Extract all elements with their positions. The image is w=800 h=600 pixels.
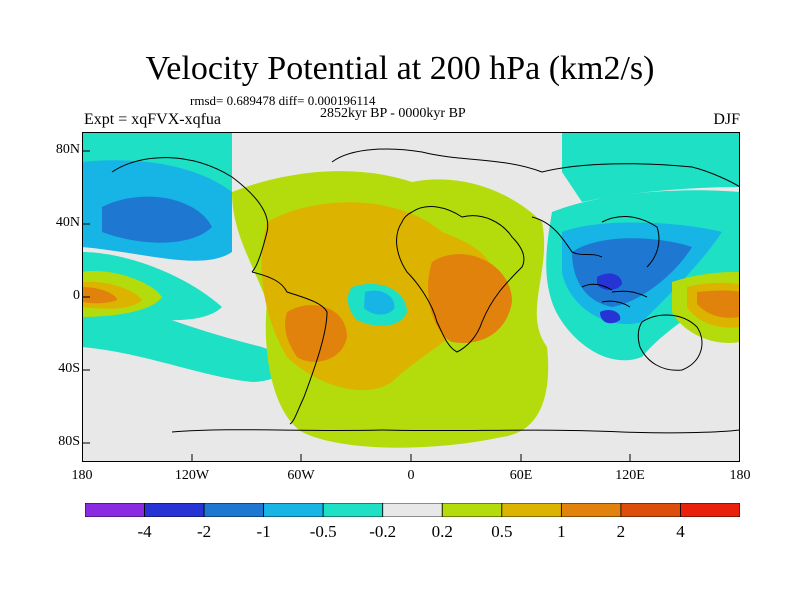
- experiment-label: Expt = xqFVX-xqfua: [84, 111, 222, 128]
- colorbar-swatch: [620, 503, 681, 517]
- contour-blue-wpac: [572, 238, 692, 307]
- colorbar-swatch: [85, 503, 145, 517]
- coastline-australia: [637, 314, 703, 371]
- xtick-label: 180: [729, 468, 751, 483]
- colorbar-label: -0.5: [309, 522, 337, 541]
- coastline-eurasia-north: [331, 148, 740, 188]
- contour-darkorange-epac: [82, 287, 117, 304]
- colorbar-swatch: [501, 503, 562, 517]
- xtick-label: 60W: [287, 468, 315, 483]
- colorbar-label: 2: [616, 522, 626, 541]
- ytick-label: 40S: [58, 361, 80, 376]
- colorbar-swatch: [203, 503, 265, 517]
- ytick-label: 80S: [58, 434, 80, 449]
- contour-darkorange-cpac: [697, 290, 740, 318]
- coastlines: [111, 148, 740, 434]
- xtick-label: 60E: [509, 468, 533, 483]
- xtick-label: 0: [407, 468, 415, 483]
- colorbar-label: 0.5: [491, 522, 513, 541]
- coastline-north-america: [111, 157, 269, 273]
- colorbar-swatch: [382, 503, 443, 517]
- colorbar-label: 0.2: [431, 522, 453, 541]
- colorbar-swatch: [144, 503, 205, 517]
- colorbar-label: 4: [676, 522, 685, 541]
- coastline-south-america: [251, 271, 328, 425]
- coastline-antarctica: [171, 429, 740, 434]
- contour-teal-ne: [562, 132, 740, 202]
- colorbar-label: -1: [256, 522, 271, 541]
- coastline-africa: [396, 206, 525, 353]
- colorbar-label: -4: [137, 522, 152, 541]
- contour-cyan-satl: [364, 290, 395, 315]
- plot-title: Velocity Potential at 200 hPa (km2/s): [145, 50, 655, 87]
- contour-blue-npac: [102, 196, 212, 243]
- map-panel: [82, 132, 740, 462]
- contour-darkorange-africa: [428, 254, 512, 343]
- season-label: DJF: [713, 111, 740, 128]
- contour-darkorange-samerica: [285, 305, 347, 362]
- ytick-label: 0: [73, 288, 80, 303]
- coastline-india: [531, 216, 603, 258]
- xtick-label: 120E: [615, 468, 645, 483]
- stats-line: rmsd= 0.689478 diff= 0.000196114: [190, 93, 376, 108]
- period-label: 2852kyr BP - 0000kyr BP: [320, 106, 466, 121]
- colorbar-swatch: [560, 503, 622, 517]
- colorbar-swatch: [680, 503, 740, 517]
- colorbar-swatch: [263, 503, 324, 517]
- colorbar-label: 1: [557, 522, 566, 541]
- colorbar-swatch: [441, 503, 503, 517]
- axis-ticks: [82, 150, 631, 462]
- contour-darkblue-2: [600, 309, 621, 324]
- coastline-maritime-islands: [581, 283, 648, 308]
- xtick-label: 180: [71, 468, 93, 483]
- ytick-label: 40N: [55, 215, 80, 230]
- colorbar: [85, 503, 740, 517]
- coastline-east-asia: [601, 216, 660, 268]
- colorbar-swatch: [322, 503, 384, 517]
- colorbar-label: -2: [196, 522, 212, 541]
- colorbar-label: -0.2: [369, 522, 397, 541]
- ytick-label: 80N: [55, 142, 80, 157]
- xtick-label: 120W: [174, 468, 210, 483]
